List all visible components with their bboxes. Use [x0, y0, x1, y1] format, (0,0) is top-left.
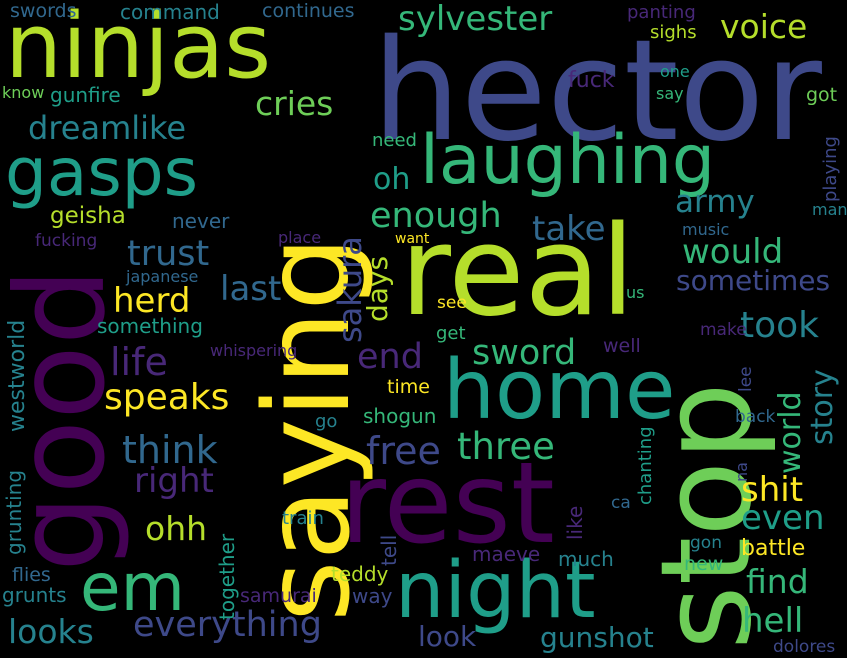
cloud-word: world [773, 391, 808, 474]
cloud-word: well [603, 335, 641, 357]
cloud-word: shit [741, 470, 804, 510]
cloud-word: tell [377, 534, 401, 566]
cloud-word: something [97, 314, 203, 338]
cloud-word: see [437, 293, 467, 313]
cloud-word: last [220, 269, 282, 309]
cloud-word: maeve [472, 542, 541, 566]
cloud-word: geisha [50, 203, 126, 229]
cloud-word: got [806, 84, 838, 106]
cloud-word: teddy [331, 562, 389, 586]
cloud-word: place [278, 228, 322, 247]
cloud-word: three [457, 425, 555, 468]
cloud-word: took [740, 305, 820, 346]
cloud-word: even [741, 498, 825, 538]
cloud-word: enough [370, 196, 502, 236]
cloud-word: time [387, 376, 430, 398]
cloud-word: make [700, 320, 747, 340]
cloud-word: say [656, 84, 684, 103]
cloud-word: way [352, 584, 393, 608]
cloud-word: na [732, 462, 751, 482]
cloud-word: whispering [210, 341, 298, 360]
cloud-word: real [400, 200, 635, 344]
cloud-word: us [626, 283, 645, 302]
cloud-word: home [443, 343, 676, 438]
cloud-word: days [361, 255, 394, 322]
cloud-word: speaks [104, 377, 230, 418]
cloud-word: together [215, 533, 239, 620]
cloud-word: go [315, 411, 338, 432]
cloud-word: know [2, 83, 45, 102]
cloud-word: ohh [145, 509, 208, 548]
cloud-word: free [366, 429, 441, 473]
cloud-word: japanese [126, 267, 199, 286]
cloud-word: want [395, 231, 430, 247]
cloud-word: grunting [2, 469, 26, 555]
cloud-word: battle [741, 536, 806, 561]
cloud-word: hell [742, 601, 804, 641]
cloud-word: grunts [2, 583, 67, 607]
cloud-word: em [80, 549, 185, 626]
cloud-word: looks [8, 612, 94, 651]
cloud-word: laughing [420, 121, 716, 200]
cloud-word: night [395, 546, 596, 636]
cloud-word: back [735, 407, 776, 427]
cloud-word: music [682, 220, 730, 239]
cloud-word: sword [472, 333, 577, 373]
cloud-word: gasps [5, 134, 199, 211]
cloud-word: rest [340, 439, 555, 569]
cloud-word: westworld [5, 319, 30, 432]
cloud-word: one [660, 62, 690, 81]
cloud-word: get [436, 323, 466, 344]
cloud-word: lee [736, 366, 756, 392]
cloud-word: would [682, 232, 784, 272]
cloud-word: never [172, 209, 230, 233]
cloud-word: herd [113, 281, 191, 321]
cloud-word: swords [10, 0, 77, 22]
cloud-word: oh [373, 162, 411, 197]
cloud-word: gunfire [50, 83, 121, 107]
cloud-word: life [110, 340, 168, 384]
cloud-word: fuck [568, 68, 615, 93]
cloud-word: continues [262, 0, 355, 22]
cloud-word: gon [690, 533, 722, 553]
cloud-word: find [746, 562, 809, 601]
cloud-word: panting [627, 2, 696, 23]
cloud-word: take [532, 209, 606, 249]
cloud-word: command [120, 0, 220, 24]
cloud-word: sighs [650, 22, 697, 43]
cloud-word: chanting [635, 426, 656, 505]
cloud-word: dolores [773, 637, 836, 657]
cloud-word: everything [133, 605, 322, 645]
cloud-word: cries [255, 84, 334, 123]
cloud-word: ninjas [5, 0, 272, 99]
cloud-word: dreamlike [28, 109, 187, 147]
cloud-word: new [684, 553, 724, 575]
cloud-word: sylvester [398, 0, 553, 39]
cloud-word: playing [820, 136, 841, 202]
cloud-word: gunshot [540, 621, 654, 654]
cloud-word: army [675, 184, 755, 220]
cloud-word: sometimes [676, 264, 831, 297]
cloud-word: much [558, 547, 614, 571]
cloud-word: shogun [363, 404, 437, 428]
cloud-word: man [812, 200, 847, 219]
cloud-word: story [805, 369, 840, 445]
cloud-word: look [418, 620, 477, 653]
cloud-word: fucking [35, 231, 98, 251]
cloud-word: trust [127, 234, 210, 274]
cloud-word: need [372, 130, 417, 151]
cloud-word: hector [372, 10, 822, 173]
cloud-word: ca [611, 493, 631, 513]
cloud-word: train [282, 508, 324, 529]
cloud-word: flies [12, 564, 51, 586]
cloud-word: right [134, 461, 214, 501]
cloud-word: think [122, 428, 218, 472]
cloud-word: like [563, 505, 587, 540]
cloud-word: voice [720, 7, 808, 46]
cloud-word: end [357, 337, 423, 377]
cloud-word: samurai [240, 585, 317, 607]
